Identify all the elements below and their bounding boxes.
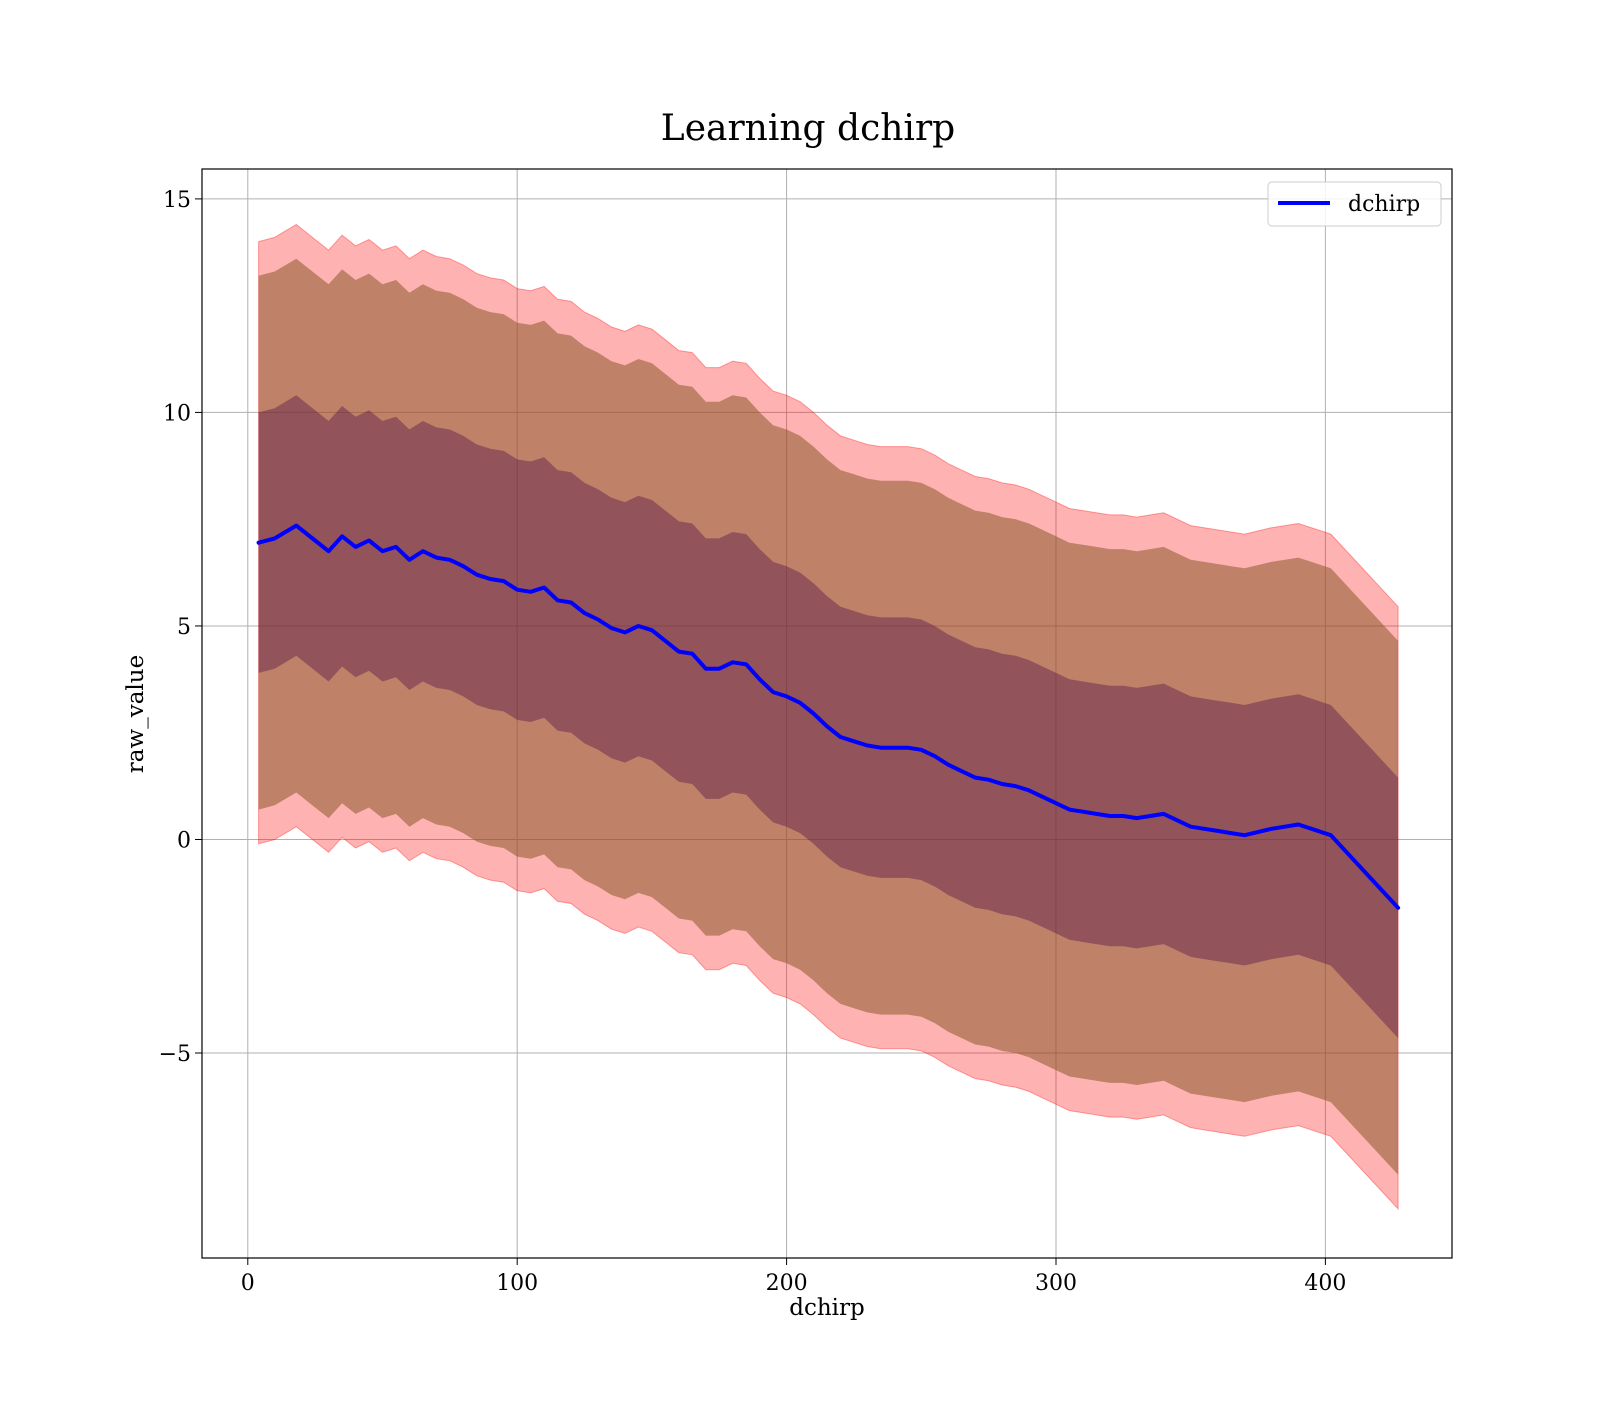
x-axis-ticks: 0 100 200 300 400 [241,1258,1346,1296]
band-inner [258,395,1399,1039]
y-tick-label: 15 [163,188,191,213]
x-tick-label: 300 [1035,1271,1077,1296]
x-tick-label: 100 [496,1271,538,1296]
x-tick-label: 0 [241,1271,255,1296]
y-tick-label: 0 [177,828,191,853]
y-axis-label: raw_value [123,655,149,773]
bands [258,223,1399,1211]
legend-label-dchirp: dchirp [1348,192,1420,217]
plot-area [201,168,1453,1259]
x-tick-label: 400 [1304,1271,1346,1296]
legend-box [1267,181,1442,227]
y-tick-label: 5 [177,615,191,640]
y-tick-label: 10 [163,401,191,426]
series-line-dchirp [256,523,1401,910]
plot-frame [201,168,1453,1259]
x-axis-label: dchirp [789,1295,865,1321]
y-axis-ticks: −5 0 5 10 15 [159,188,202,1067]
chart-title: Learning dchirp [661,108,955,149]
series-lines [256,523,1401,910]
x-tick-label: 200 [766,1271,808,1296]
band-middle [258,258,1399,1175]
legend: dchirp [1267,181,1442,227]
y-tick-label: −5 [159,1042,191,1067]
